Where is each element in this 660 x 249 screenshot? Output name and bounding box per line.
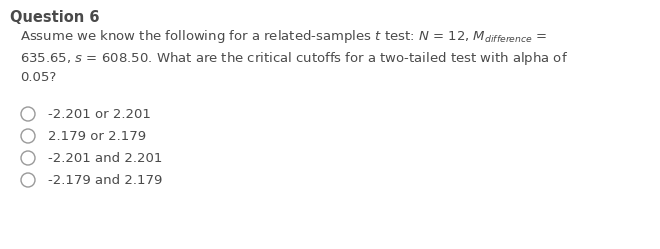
Text: -2.201 or 2.201: -2.201 or 2.201 bbox=[48, 108, 151, 121]
Text: -2.201 and 2.201: -2.201 and 2.201 bbox=[48, 152, 162, 165]
Text: Question 6: Question 6 bbox=[10, 10, 100, 25]
Text: -2.179 and 2.179: -2.179 and 2.179 bbox=[48, 174, 162, 187]
Text: 2.179 or 2.179: 2.179 or 2.179 bbox=[48, 130, 146, 143]
Text: Assume we know the following for a related-samples $t$ test: $N$ = 12, $M_{\math: Assume we know the following for a relat… bbox=[20, 28, 568, 84]
